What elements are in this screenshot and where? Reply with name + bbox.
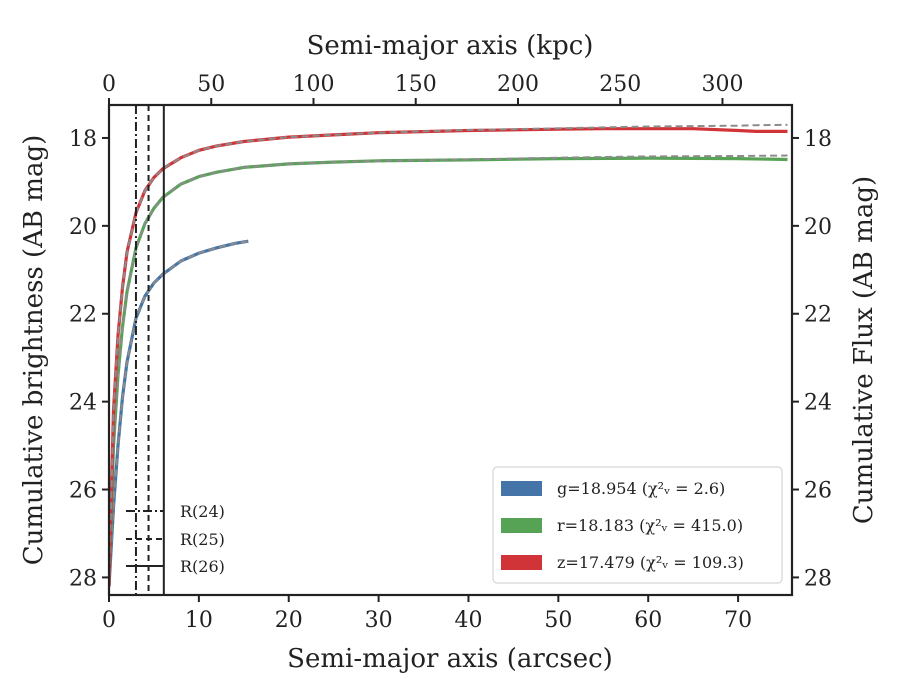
series-layer [109,123,788,587]
legend-label-z: z=17.479 (χ²ᵥ = 109.3) [557,553,744,572]
x-axis-title: Semi-major axis (arcsec) [287,644,613,674]
x-tick-label-20: 20 [275,608,303,633]
x-tick-label-50: 50 [544,608,572,633]
y-axis-title: Cumulative brightness (AB mag) [19,135,49,566]
legend-frame [492,466,783,584]
y-tick-label-28: 28 [69,566,97,591]
y-right-tick-label-22: 22 [804,303,832,328]
x-tick-label-30: 30 [365,608,393,633]
r24-legend-label: R(24) [180,502,225,521]
model-line-r [109,154,788,587]
x-tick-label-60: 60 [634,608,662,633]
y-right-tick-label-28: 28 [804,566,832,591]
x-tick-label-40: 40 [454,608,482,633]
x-tick-label-10: 10 [185,608,213,633]
x-top-tick-label-200: 200 [497,72,539,97]
y-right-tick-label-26: 26 [804,479,832,504]
x-tick-label-70: 70 [724,608,752,633]
y-tick-label-18: 18 [69,127,97,152]
labels-layer: 0 10 20 30 40 50 60 70 0 50 100 150 200 250 300 18 20 22 2… [69,72,832,633]
legend-swatch-r [501,518,542,533]
x-top-tick-label-150: 150 [395,72,437,97]
y-right-tick-label-24: 24 [804,391,832,416]
x-top-tick-label-250: 250 [599,72,641,97]
r26-legend-label: R(26) [180,557,225,576]
legend-swatch-z [501,555,542,570]
y-tick-label-26: 26 [69,479,97,504]
model-line-g [109,240,249,587]
model-line-z [109,123,788,587]
x-top-tick-label-0: 0 [102,72,116,97]
x-top-axis-title: Semi-major axis (kpc) [307,31,594,61]
radius-marker-layer [134,105,165,595]
legend-swatch-g [501,481,542,496]
plot-frame [107,103,794,597]
legend-label-g: g=18.954 (χ²ᵥ = 2.6) [557,479,725,498]
y-tick-label-20: 20 [69,215,97,240]
x-top-tick-label-100: 100 [292,72,334,97]
y-right-axis-title: Cumulative Flux (AB mag) [849,176,879,524]
x-tick-label-0: 0 [102,608,116,633]
y-tick-label-24: 24 [69,391,97,416]
y-tick-label-22: 22 [69,303,97,328]
x-top-tick-label-50: 50 [197,72,225,97]
legend: g=18.954 (χ²ᵥ = 2.6) r=18.183 (χ²ᵥ = 415… [492,466,783,584]
radius-legend: R(24) R(25) R(26) [126,502,225,576]
legend-label-r: r=18.183 (χ²ᵥ = 415.0) [557,516,743,535]
x-top-tick-label-300: 300 [701,72,743,97]
series-line-g [109,239,249,587]
y-right-tick-label-18: 18 [804,127,832,152]
y-right-tick-label-20: 20 [804,215,832,240]
ticks-layer [102,98,799,602]
r25-legend-label: R(25) [180,530,225,549]
